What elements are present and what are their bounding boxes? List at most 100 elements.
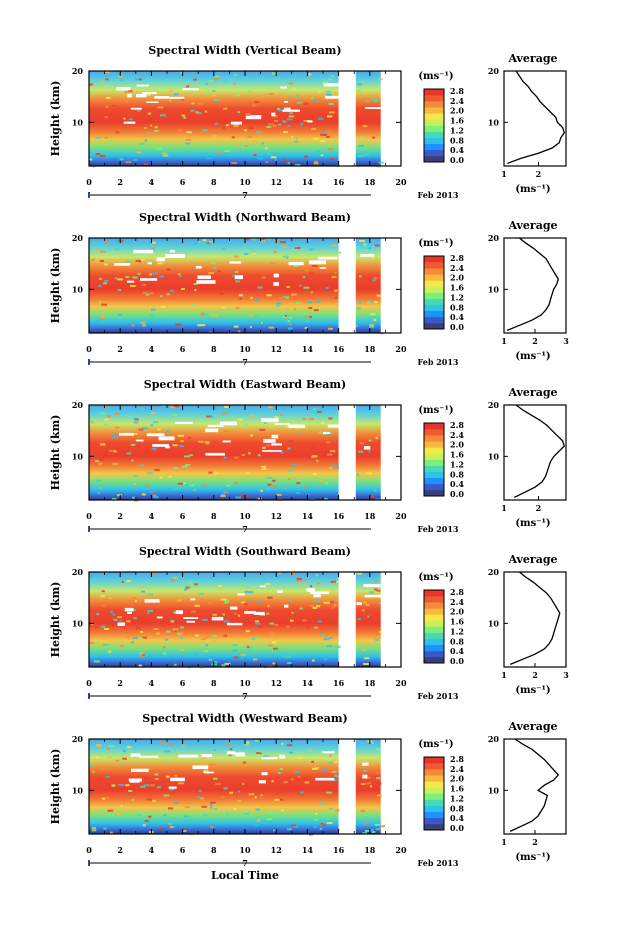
heatmap-cell: [263, 755, 269, 758]
heatmap-cell: [267, 238, 271, 241]
heatmap-cell: [364, 643, 369, 646]
heatmap-cell: [150, 140, 155, 143]
heatmap-cell: [291, 293, 297, 296]
heatmap-cell: [300, 791, 304, 794]
average-title: Average: [507, 219, 557, 232]
no-data-patch: [364, 594, 381, 598]
no-data-patch: [124, 607, 134, 612]
heatmap-cell: [257, 497, 262, 500]
heatmap-cell: [197, 102, 203, 105]
heatmap-cell: [286, 662, 292, 664]
heatmap-cell: [130, 742, 134, 745]
heatmap-cell: [174, 774, 178, 777]
colorbar-segment: [424, 650, 444, 658]
heatmap-cell: [326, 93, 332, 96]
heatmap-cell: [177, 482, 184, 485]
heatmap-cell: [102, 643, 106, 646]
heatmap-cell: [99, 301, 102, 304]
no-data-patch: [204, 771, 214, 774]
heatmap-cell: [208, 471, 213, 474]
heatmap-cell: [206, 157, 212, 160]
x-tick-label: 18: [364, 678, 376, 688]
heatmap-cell: [289, 751, 294, 754]
heatmap-cell: [287, 162, 290, 165]
heatmap-cell: [105, 775, 110, 778]
heatmap-cell: [126, 580, 131, 583]
heatmap-cell: [223, 491, 229, 494]
heatmap-cell: [220, 598, 227, 601]
colorbar-tick-label: 0.8: [450, 469, 464, 479]
heatmap-cell: [142, 283, 146, 286]
heatmap-cell: [101, 315, 105, 318]
heatmap-cell: [242, 761, 246, 764]
colorbar-segment: [424, 811, 444, 819]
colorbar-tick-label: 0.4: [450, 813, 464, 823]
heatmap-cell: [324, 446, 327, 449]
x-tick-label: 6: [180, 177, 186, 187]
heatmap-cell: [306, 752, 311, 755]
no-data-patch: [144, 599, 160, 603]
heatmap-cell: [290, 619, 294, 622]
heatmap-cell: [304, 485, 308, 488]
heatmap-cell: [326, 453, 333, 456]
heatmap-cell: [268, 326, 274, 329]
heatmap-cell: [170, 406, 176, 409]
heatmap-cell: [151, 574, 157, 577]
heatmap-cell: [133, 78, 140, 81]
heatmap-cell: [226, 124, 229, 127]
heatmap-cell: [280, 241, 286, 243]
x-tick-label: 2: [117, 177, 123, 187]
heatmap-cell: [136, 90, 139, 93]
heatmap-cell: [288, 82, 294, 85]
x-tick-label: 18: [364, 344, 376, 354]
heatmap-cell: [326, 645, 333, 648]
heatmap-cell: [100, 443, 106, 446]
colorbar-segment: [424, 763, 444, 770]
heatmap-cell: [286, 473, 292, 476]
heatmap-cell: [221, 664, 226, 667]
no-data-patch: [262, 450, 282, 452]
no-data-patch: [310, 591, 329, 594]
heatmap-cell: [330, 464, 334, 467]
heatmap-cell: [94, 460, 99, 463]
heatmap-cell: [223, 150, 230, 153]
date-marker-label: 7: [242, 858, 248, 868]
heatmap-cell: [306, 473, 310, 476]
heatmap-cell: [293, 140, 299, 143]
colorbar-unit: (ms⁻¹): [418, 405, 453, 416]
heatmap-cell: [262, 580, 265, 583]
heatmap-cell: [90, 575, 95, 578]
heatmap-cell: [124, 91, 129, 93]
heatmap-cell: [160, 306, 166, 308]
heatmap-cell: [274, 416, 280, 419]
heatmap-cell: [104, 116, 108, 119]
heatmap-cell: [283, 131, 288, 134]
heatmap-cell: [254, 796, 257, 799]
heatmap-cell: [154, 777, 159, 780]
heatmap-cell: [313, 309, 319, 312]
heatmap-cell: [296, 482, 301, 485]
heatmap-cell: [168, 822, 171, 825]
heatmap-cell: [374, 824, 381, 826]
heatmap-cell: [277, 123, 282, 126]
heatmap-cell: [148, 593, 153, 596]
heatmap-cell: [160, 114, 166, 117]
colorbar-tick-label: 2.4: [450, 430, 464, 440]
x-tick-label: 16: [333, 511, 345, 521]
heatmap-cell: [229, 418, 233, 421]
colorbar-segment: [424, 656, 444, 664]
colorbar-segment: [424, 805, 444, 813]
heatmap-cell: [234, 456, 239, 459]
heatmap-cell: [163, 456, 168, 459]
heatmap-cell: [89, 83, 93, 86]
heatmap-cell: [182, 745, 186, 748]
colorbar-segment: [424, 489, 444, 497]
heatmap-cell: [369, 470, 376, 473]
heatmap-cell: [104, 136, 108, 139]
heatmap-cell: [133, 474, 138, 477]
heatmap-cell: [303, 286, 310, 289]
heatmap-cell: [243, 252, 249, 255]
heatmap-cell: [216, 152, 223, 155]
heatmap-cell: [291, 611, 294, 614]
heatmap-cell: [93, 660, 100, 663]
